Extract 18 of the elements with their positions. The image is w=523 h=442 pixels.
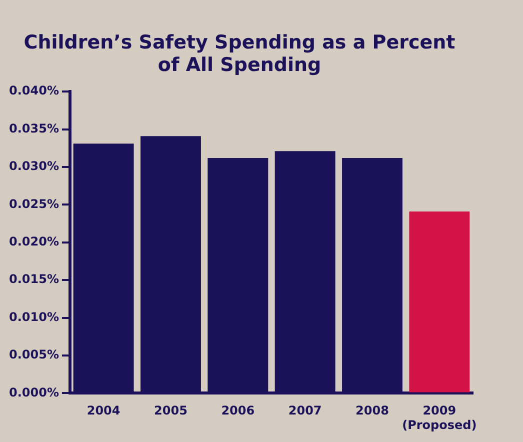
y-tick-label: 0.015% — [8, 272, 59, 286]
x-tick-label: 2006 — [221, 404, 255, 418]
x-tick-label: 2008 — [356, 404, 389, 418]
y-tick-label: 0.005% — [8, 348, 59, 362]
x-tick-label: 2009 (Proposed) — [402, 404, 477, 432]
y-tick-label: 0.010% — [8, 310, 59, 324]
x-tick-label: 2007 — [288, 404, 322, 418]
y-tick-label: 0.020% — [8, 234, 59, 249]
text: of All Spending — [158, 54, 322, 76]
text: Children’s Safety Spending as a Percent — [24, 31, 456, 54]
y-tick-label: 0.030% — [8, 159, 59, 174]
bar — [409, 211, 470, 392]
y-tick-label: 0.025% — [8, 196, 59, 211]
x-tick-label: 2004 — [86, 404, 120, 418]
y-tick-label: 0.000% — [8, 385, 59, 400]
y-tick-label: 0.040% — [8, 84, 59, 98]
x-tick-label: 2005 — [154, 404, 188, 418]
y-tick-label: 0.035% — [8, 121, 59, 136]
